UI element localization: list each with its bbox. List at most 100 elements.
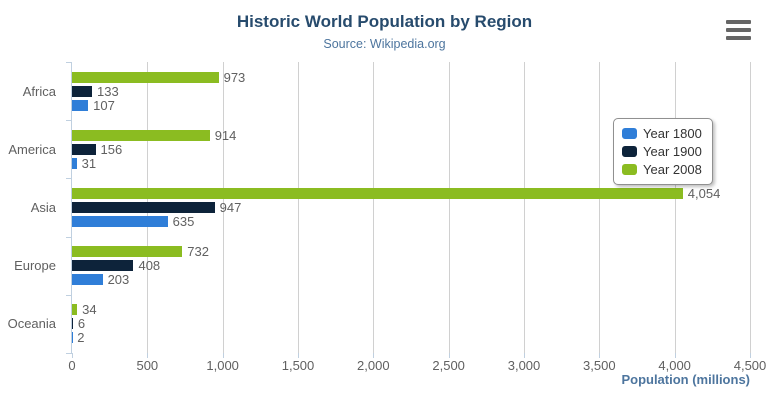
hamburger-icon — [726, 28, 751, 32]
x-axis-tick-label: 2,000 — [357, 358, 390, 373]
bar-row: 203 — [72, 272, 750, 288]
x-axis-tick — [72, 353, 73, 358]
x-axis-tick-label: 4,500 — [733, 358, 767, 373]
category-axis-labels: Africa America Asia Europe Oceania — [0, 62, 64, 353]
bar-asia-year-1900[interactable] — [72, 201, 215, 213]
gridline — [524, 62, 525, 353]
legend-item-year-1900[interactable]: Year 1900 — [622, 144, 702, 159]
gridline — [599, 62, 601, 353]
bar-group-africa: 973 133 107 — [72, 62, 750, 120]
x-axis-tick-label: 3,500 — [583, 358, 616, 373]
bar-group-asia: 4,054 947 635 — [72, 178, 750, 236]
category-axis-line — [71, 62, 72, 353]
bar-data-label: 203 — [107, 272, 130, 288]
bar-group-oceania: 34 6 2 — [72, 295, 750, 353]
bar-data-label: 973 — [223, 69, 246, 85]
legend-symbol — [622, 128, 637, 139]
category-axis-tick — [66, 62, 72, 63]
x-axis-tick — [750, 353, 751, 358]
bar-row: 947 — [72, 199, 750, 215]
category-axis-tick — [66, 120, 72, 122]
export-menu-button[interactable] — [726, 20, 751, 40]
x-axis-tick-label: 2,500 — [432, 358, 465, 373]
bar-africa-year-2008[interactable] — [72, 71, 219, 83]
bar-data-label: 408 — [138, 258, 161, 274]
bar-america-year-1800[interactable] — [72, 157, 77, 169]
x-axis-tick-label: 1,000 — [206, 358, 239, 373]
bar-row: 6 — [72, 316, 750, 332]
bar-africa-year-1900[interactable] — [72, 85, 93, 97]
x-axis-tick-label: 0 — [68, 358, 76, 373]
bar-america-year-2008[interactable] — [72, 129, 210, 141]
bar-data-label: 914 — [214, 127, 237, 143]
bar-asia-year-2008[interactable] — [72, 187, 683, 199]
x-axis-title: Population (millions) — [621, 372, 750, 387]
category-axis-tick — [66, 236, 72, 238]
bar-data-label: 947 — [219, 199, 242, 215]
bar-row: 107 — [72, 97, 750, 113]
bar-data-label: 4,054 — [687, 185, 721, 201]
hamburger-icon — [726, 20, 751, 24]
category-label-europe: Europe — [14, 258, 56, 274]
bar-europe-year-2008[interactable] — [72, 246, 183, 258]
x-axis-tick — [674, 353, 676, 358]
legend-item-year-1800[interactable]: Year 1800 — [622, 126, 702, 141]
gridline — [298, 62, 299, 353]
bar-row: 156 — [72, 141, 750, 157]
bar-row: 4,054 — [72, 185, 750, 201]
x-axis-tick — [222, 353, 224, 358]
x-axis-tick-label: 3,000 — [507, 358, 541, 373]
category-label-africa: Africa — [22, 83, 56, 99]
category-axis-tick — [66, 353, 72, 354]
bar-data-label: 732 — [187, 244, 209, 260]
bar-group-europe: 732 408 203 — [72, 237, 750, 295]
category-axis-tick — [66, 178, 72, 180]
bar-europe-year-1900[interactable] — [72, 260, 134, 272]
bar-data-label: 107 — [93, 97, 115, 113]
bar-africa-year-1800[interactable] — [72, 99, 89, 111]
bar-row: 408 — [72, 258, 750, 274]
gridline — [448, 62, 450, 353]
legend-symbol — [622, 164, 637, 175]
x-axis-tick-label: 500 — [136, 358, 159, 373]
bar-oceania-year-1900[interactable] — [72, 318, 73, 330]
bar-row: 34 — [72, 302, 750, 318]
category-label-oceania: Oceania — [7, 316, 56, 332]
bar-data-label: 635 — [172, 213, 195, 229]
bar-oceania-year-2008[interactable] — [72, 304, 78, 316]
bar-data-label: 156 — [100, 141, 123, 157]
legend-label: Year 1800 — [643, 126, 702, 141]
bar-row: 732 — [72, 244, 750, 260]
chart-title: Historic World Population by Region — [236, 12, 533, 31]
category-label-asia: Asia — [30, 199, 56, 215]
bar-data-label: 2 — [77, 330, 85, 346]
x-axis-tick — [524, 353, 525, 358]
bar-row: 31 — [72, 155, 750, 171]
hamburger-icon — [726, 36, 751, 40]
x-axis-tick — [373, 353, 375, 358]
plot-area: 973 133 107 914 156 31 4,054 947 635 732 408 203 34 6… — [72, 62, 751, 353]
legend-label: Year 1900 — [643, 144, 702, 159]
gridline — [750, 62, 751, 353]
legend-label: Year 2008 — [643, 162, 702, 177]
x-axis-tick — [147, 353, 149, 358]
legend-item-year-2008[interactable]: Year 2008 — [622, 162, 702, 177]
bar-data-label: 34 — [82, 302, 97, 318]
x-axis-tick — [599, 353, 601, 358]
gridline — [373, 62, 375, 353]
bar-data-label: 6 — [77, 316, 86, 332]
category-label-america: America — [8, 141, 56, 157]
x-axis-tick-label: 1,500 — [281, 358, 315, 373]
category-axis-tick — [66, 294, 72, 296]
bar-group-america: 914 156 31 — [72, 120, 750, 178]
bar-asia-year-1800[interactable] — [72, 215, 168, 227]
bar-europe-year-1800[interactable] — [72, 274, 103, 286]
gridline — [674, 62, 676, 353]
legend-symbol — [622, 146, 637, 157]
bar-row: 635 — [72, 213, 750, 229]
bar-data-label: 31 — [81, 155, 97, 171]
x-axis-tick — [448, 353, 450, 358]
bar-america-year-1900[interactable] — [72, 143, 96, 155]
x-axis-tick — [298, 353, 299, 358]
